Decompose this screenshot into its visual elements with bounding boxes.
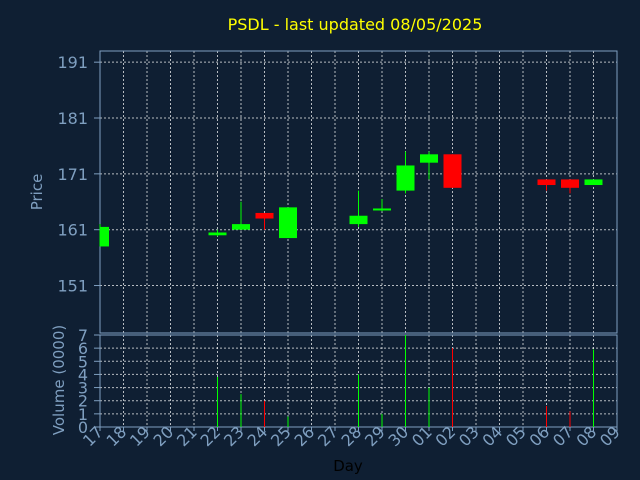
volume-tick-label: 1 — [78, 405, 88, 424]
price-tick-label: 151 — [57, 277, 88, 296]
candle-body — [561, 179, 579, 188]
candle-body — [255, 212, 274, 219]
volume-tick-label: 4 — [78, 365, 88, 384]
volume-tick-label: 7 — [78, 326, 88, 345]
price-frame-rect — [99, 50, 618, 334]
price-axis-label: Price — [28, 174, 46, 211]
price-candles — [99, 151, 603, 247]
price-y-ticks: 151 161 171 181 191 — [57, 53, 100, 296]
volume-tick-label: 0 — [78, 418, 88, 437]
price-tick-label: 181 — [57, 109, 88, 128]
price-tick-label: 171 — [57, 165, 88, 184]
candle-body — [208, 232, 227, 236]
price-panel-frame — [99, 50, 618, 334]
volume-axis-label: Volume (0000) — [50, 325, 68, 435]
day-axis-label: Day — [333, 457, 363, 475]
volume-bars — [217, 335, 594, 427]
candle-body — [100, 226, 109, 247]
volume-tick-label: 6 — [78, 339, 88, 358]
volume-tick-label: 2 — [78, 392, 88, 411]
price-tick-label: 161 — [57, 221, 88, 240]
price-tick-label: 191 — [57, 53, 88, 72]
candle-body — [443, 154, 462, 188]
candle-body — [396, 165, 415, 191]
candle-body — [584, 179, 603, 186]
candle-body — [349, 215, 368, 225]
candle-body — [537, 179, 556, 186]
chart-title: PSDL - last updated 08/05/2025 — [228, 15, 483, 34]
volume-tick-label: 5 — [78, 352, 88, 371]
day-ticks: 1718192021222324252627282930010203040506… — [79, 422, 624, 450]
candle-body — [420, 154, 438, 163]
candle-body — [373, 208, 391, 211]
volume-tick-label: 3 — [78, 379, 88, 398]
candle-body — [232, 224, 250, 230]
candle-body — [279, 207, 297, 239]
